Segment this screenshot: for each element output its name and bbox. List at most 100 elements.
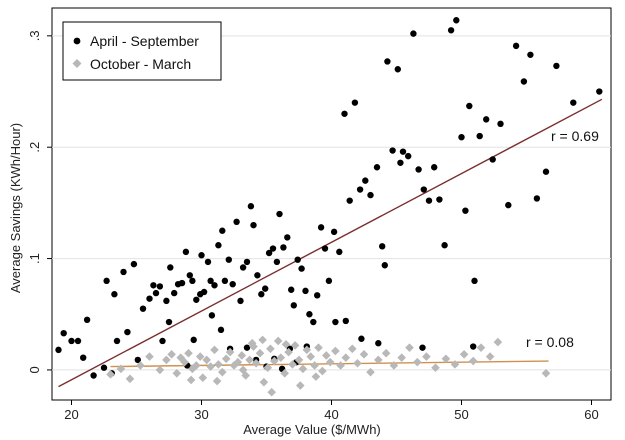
data-point xyxy=(106,370,115,379)
data-point xyxy=(302,287,309,295)
data-point xyxy=(325,357,335,367)
data-point xyxy=(113,337,121,345)
data-point xyxy=(178,279,186,287)
data-point xyxy=(103,277,110,285)
data-point xyxy=(225,347,235,357)
data-point xyxy=(284,347,293,357)
data-point xyxy=(359,350,369,359)
data-point xyxy=(351,99,359,106)
data-point xyxy=(255,348,265,358)
data-points xyxy=(55,17,603,397)
data-point xyxy=(188,364,197,374)
data-point xyxy=(394,66,401,73)
data-point xyxy=(453,17,460,24)
data-point xyxy=(249,342,258,351)
data-point xyxy=(233,218,240,226)
data-point xyxy=(182,248,190,256)
data-point xyxy=(206,362,215,371)
data-point xyxy=(331,346,340,356)
data-point xyxy=(276,210,283,218)
data-point xyxy=(270,356,279,366)
data-point xyxy=(284,234,291,241)
data-point xyxy=(596,88,603,95)
data-point xyxy=(146,295,153,302)
data-point xyxy=(298,364,308,374)
fit-label-october-march: r = 0.08 xyxy=(526,334,574,350)
x-tick-label: 40 xyxy=(324,407,338,422)
data-point xyxy=(136,361,145,370)
data-point xyxy=(221,354,231,364)
data-point xyxy=(367,191,374,199)
data-point xyxy=(266,344,275,354)
data-point xyxy=(210,345,219,355)
data-point xyxy=(527,51,534,58)
data-point xyxy=(145,352,154,361)
data-point xyxy=(384,58,391,65)
data-point xyxy=(152,289,160,297)
data-point xyxy=(420,186,427,193)
data-point xyxy=(258,335,267,345)
data-point xyxy=(212,376,222,386)
data-point xyxy=(190,336,197,344)
data-point xyxy=(288,286,295,293)
data-point xyxy=(290,302,297,309)
data-point xyxy=(171,289,178,297)
data-point xyxy=(436,196,443,203)
data-point xyxy=(263,363,273,373)
data-point xyxy=(258,291,265,298)
data-point xyxy=(483,116,490,123)
data-point xyxy=(425,197,433,204)
y-tick-label: 0 xyxy=(27,366,42,373)
y-tick-label: .1 xyxy=(27,253,42,264)
data-point xyxy=(265,249,273,257)
data-point xyxy=(74,337,82,345)
data-point xyxy=(124,328,131,336)
data-point xyxy=(83,316,91,324)
data-point xyxy=(290,341,300,350)
data-point xyxy=(259,377,269,387)
data-point xyxy=(221,277,229,285)
data-point xyxy=(336,361,345,370)
data-point xyxy=(330,228,338,236)
data-point xyxy=(450,360,460,369)
data-point xyxy=(180,357,189,367)
data-point xyxy=(238,365,248,375)
data-point xyxy=(130,260,138,268)
x-tick-label: 20 xyxy=(64,407,78,422)
data-point xyxy=(497,120,504,128)
data-point xyxy=(219,227,226,234)
data-point xyxy=(176,353,185,362)
x-tick-label: 60 xyxy=(584,407,598,422)
data-point xyxy=(493,337,503,347)
data-point xyxy=(441,242,448,249)
data-point xyxy=(202,355,211,365)
data-point xyxy=(353,358,362,368)
data-point xyxy=(111,291,118,298)
data-point xyxy=(245,355,254,365)
data-point xyxy=(267,387,276,397)
data-point xyxy=(397,159,404,166)
data-point xyxy=(276,353,286,362)
data-point xyxy=(280,244,287,251)
legend-marker-circle xyxy=(73,37,81,45)
data-point xyxy=(505,201,512,209)
legend-label-april-september: April - September xyxy=(90,33,199,49)
data-point xyxy=(431,164,438,171)
data-point xyxy=(55,346,62,354)
y-tick-label: .3 xyxy=(27,30,42,41)
data-point xyxy=(470,343,477,350)
y-axis-title: Average Savings (KWh/Hour) xyxy=(8,123,23,293)
data-point xyxy=(155,365,165,375)
data-point xyxy=(397,353,406,362)
data-point xyxy=(251,358,261,368)
data-point xyxy=(542,168,550,175)
data-point xyxy=(379,243,386,250)
data-point xyxy=(218,367,227,377)
data-point xyxy=(332,318,339,326)
data-point xyxy=(471,277,478,285)
data-point xyxy=(415,166,422,173)
data-point xyxy=(311,372,321,381)
data-point xyxy=(167,264,174,271)
data-point xyxy=(389,147,396,154)
data-point xyxy=(281,340,291,349)
